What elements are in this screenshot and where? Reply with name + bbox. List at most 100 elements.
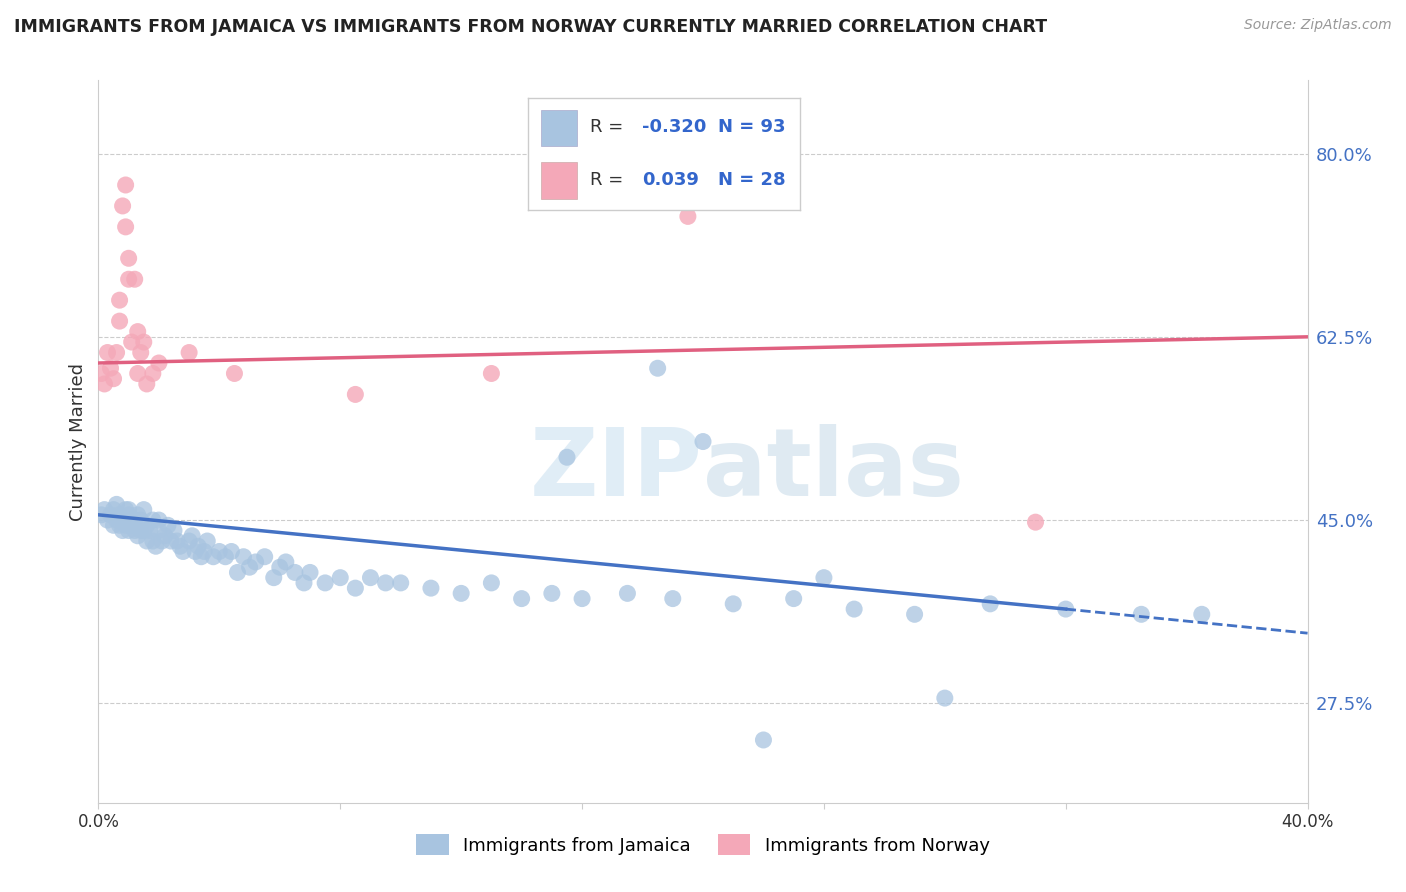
- Point: [163, 524, 186, 538]
- Point: [245, 555, 267, 569]
- Point: [172, 544, 194, 558]
- Point: [114, 502, 136, 516]
- Point: [221, 544, 243, 558]
- Point: [90, 367, 112, 381]
- Legend: Immigrants from Jamaica, Immigrants from Norway: Immigrants from Jamaica, Immigrants from…: [409, 827, 997, 863]
- Point: [239, 560, 262, 574]
- Point: [124, 272, 146, 286]
- Point: [111, 199, 134, 213]
- Point: [208, 544, 231, 558]
- Point: [844, 602, 866, 616]
- Point: [1130, 607, 1153, 622]
- Point: [292, 575, 315, 590]
- Text: Source: ZipAtlas.com: Source: ZipAtlas.com: [1244, 18, 1392, 32]
- Point: [752, 733, 775, 747]
- Point: [314, 575, 336, 590]
- Point: [100, 361, 122, 376]
- Point: [111, 513, 134, 527]
- Point: [142, 367, 165, 381]
- Point: [129, 524, 152, 538]
- Point: [979, 597, 1001, 611]
- Point: [103, 372, 125, 386]
- Point: [284, 566, 307, 580]
- Point: [224, 367, 246, 381]
- Point: [96, 345, 118, 359]
- Text: ZIP: ZIP: [530, 425, 703, 516]
- Point: [135, 518, 157, 533]
- Point: [184, 544, 207, 558]
- Point: [142, 534, 165, 549]
- Point: [179, 345, 201, 359]
- Point: [103, 518, 125, 533]
- Point: [139, 524, 162, 538]
- Point: [108, 314, 131, 328]
- Point: [150, 534, 173, 549]
- Point: [118, 508, 141, 522]
- Point: [187, 539, 209, 553]
- Point: [118, 252, 141, 266]
- Point: [114, 518, 136, 533]
- Point: [329, 571, 352, 585]
- Point: [904, 607, 927, 622]
- Point: [661, 591, 683, 606]
- Point: [93, 502, 115, 516]
- Point: [692, 434, 714, 449]
- Point: [132, 502, 155, 516]
- Point: [202, 549, 225, 564]
- Point: [135, 376, 157, 391]
- Point: [118, 502, 141, 516]
- Point: [114, 178, 136, 192]
- Point: [253, 549, 276, 564]
- Point: [135, 534, 157, 549]
- Y-axis label: Currently Married: Currently Married: [69, 362, 87, 521]
- Point: [127, 529, 149, 543]
- Point: [389, 575, 412, 590]
- Point: [93, 376, 115, 391]
- Point: [193, 544, 215, 558]
- Point: [374, 575, 396, 590]
- Point: [1024, 515, 1046, 529]
- Point: [676, 210, 699, 224]
- Point: [169, 539, 191, 553]
- Point: [190, 549, 212, 564]
- Point: [105, 497, 128, 511]
- Point: [129, 345, 152, 359]
- Point: [148, 356, 170, 370]
- Point: [127, 367, 149, 381]
- Point: [103, 502, 125, 516]
- Point: [540, 586, 562, 600]
- Point: [214, 549, 236, 564]
- Point: [142, 513, 165, 527]
- Point: [571, 591, 593, 606]
- Point: [118, 272, 141, 286]
- Point: [145, 539, 167, 553]
- Point: [132, 334, 155, 349]
- Point: [195, 534, 218, 549]
- Point: [179, 534, 201, 549]
- Point: [111, 524, 134, 538]
- Point: [269, 560, 291, 574]
- Point: [510, 591, 533, 606]
- Point: [114, 219, 136, 234]
- Point: [299, 566, 322, 580]
- Text: atlas: atlas: [703, 425, 965, 516]
- Point: [121, 334, 143, 349]
- Point: [121, 518, 143, 533]
- Point: [274, 555, 297, 569]
- Point: [108, 518, 131, 533]
- Point: [124, 524, 146, 538]
- Point: [481, 575, 503, 590]
- Point: [723, 597, 745, 611]
- Point: [166, 534, 188, 549]
- Point: [344, 581, 367, 595]
- Point: [127, 508, 149, 522]
- Point: [124, 513, 146, 527]
- Point: [616, 586, 638, 600]
- Point: [148, 524, 170, 538]
- Point: [647, 361, 669, 376]
- Point: [420, 581, 443, 595]
- Point: [148, 513, 170, 527]
- Point: [132, 524, 155, 538]
- Point: [360, 571, 382, 585]
- Point: [1191, 607, 1213, 622]
